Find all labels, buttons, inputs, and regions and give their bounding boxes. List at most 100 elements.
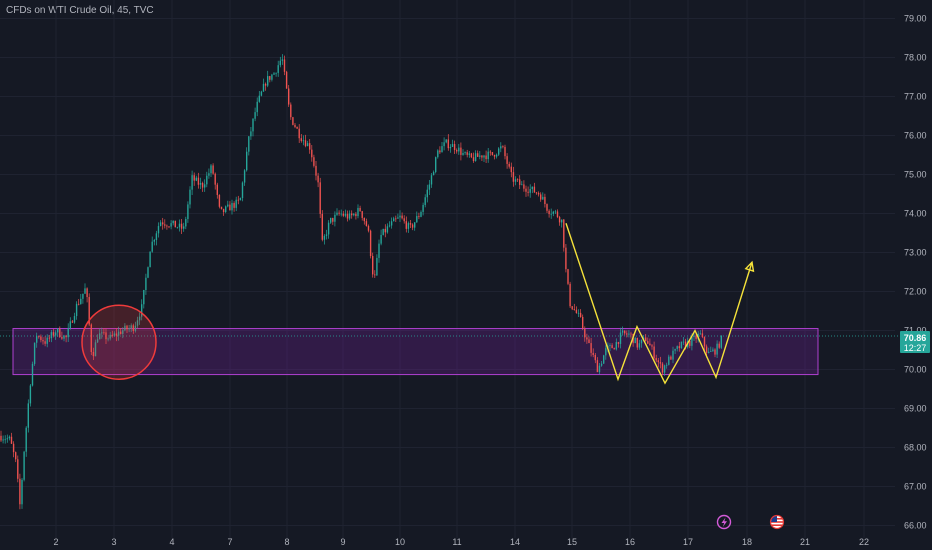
candle-body bbox=[38, 336, 40, 338]
candle-body bbox=[628, 333, 630, 335]
candle-body bbox=[0, 435, 2, 441]
candle-body bbox=[254, 112, 256, 119]
candles-group bbox=[0, 54, 722, 510]
candle-body bbox=[78, 303, 80, 305]
bar-countdown: 12:27 bbox=[904, 343, 927, 353]
candle-body bbox=[71, 321, 74, 323]
candle-body bbox=[531, 186, 533, 189]
candle-body bbox=[325, 234, 328, 236]
candle-body bbox=[624, 330, 626, 334]
candle-body bbox=[115, 333, 118, 336]
candle-body bbox=[609, 345, 611, 347]
candle-body bbox=[512, 172, 515, 182]
candle-body bbox=[155, 233, 158, 241]
time-tick: 9 bbox=[340, 537, 345, 547]
candle-body bbox=[273, 73, 275, 75]
candle-body bbox=[668, 356, 670, 365]
candle-body bbox=[424, 197, 426, 205]
projection-arrowhead bbox=[744, 260, 755, 273]
candle-body bbox=[10, 436, 13, 444]
candle-body bbox=[351, 213, 353, 216]
candle-body bbox=[653, 346, 655, 359]
candle-body bbox=[659, 362, 662, 364]
candle-body bbox=[136, 320, 139, 326]
candle-body bbox=[271, 74, 273, 80]
lightning-icon[interactable] bbox=[716, 514, 732, 530]
candle-body bbox=[367, 226, 370, 231]
price-tick: 79.00 bbox=[904, 14, 927, 24]
candle-body bbox=[712, 349, 714, 352]
candle-body bbox=[113, 333, 116, 336]
time-tick: 21 bbox=[800, 537, 810, 547]
candle-body bbox=[594, 354, 596, 361]
candle-body bbox=[128, 328, 130, 330]
time-axis[interactable]: 2 3 4 7 8 9 10 11 14 15 16 17 18 21 22 bbox=[53, 537, 869, 547]
us-flag-icon[interactable] bbox=[769, 514, 785, 530]
candle-body bbox=[493, 154, 496, 157]
candle-body bbox=[27, 403, 29, 428]
candle-body bbox=[655, 358, 657, 361]
candle-body bbox=[183, 226, 185, 229]
candle-body bbox=[99, 333, 101, 340]
candle-body bbox=[510, 166, 512, 173]
candle-body bbox=[304, 140, 307, 147]
candle-body bbox=[149, 251, 151, 268]
highlight-circle bbox=[81, 304, 157, 380]
candle-body bbox=[529, 188, 531, 193]
candle-body bbox=[31, 363, 34, 386]
candle-body bbox=[306, 143, 309, 147]
candle-body bbox=[542, 196, 544, 200]
candle-body bbox=[451, 144, 454, 147]
price-tick: 75.00 bbox=[904, 170, 927, 180]
candle-body bbox=[401, 215, 403, 219]
candle-body bbox=[382, 228, 384, 235]
candle-body bbox=[430, 175, 433, 185]
candle-body bbox=[319, 182, 321, 214]
candle-body bbox=[372, 256, 374, 275]
candle-body bbox=[246, 151, 248, 171]
candle-body bbox=[332, 217, 334, 222]
candle-body bbox=[258, 95, 260, 102]
time-tick: 17 bbox=[683, 537, 693, 547]
candle-body bbox=[185, 218, 187, 227]
candle-body bbox=[699, 333, 701, 335]
candle-body bbox=[466, 152, 468, 155]
candle-body bbox=[418, 216, 420, 217]
candle-body bbox=[4, 439, 6, 441]
time-tick: 8 bbox=[284, 537, 289, 547]
candle-body bbox=[355, 213, 357, 217]
candle-body bbox=[472, 157, 475, 162]
candle-body bbox=[327, 222, 330, 235]
candle-body bbox=[147, 267, 149, 278]
candle-body bbox=[204, 184, 206, 188]
candle-body bbox=[615, 342, 617, 350]
candle-body bbox=[590, 343, 592, 353]
candle-body bbox=[267, 76, 269, 86]
candle-body bbox=[666, 364, 668, 366]
candle-body bbox=[506, 156, 508, 164]
candle-body bbox=[84, 288, 86, 294]
candle-body bbox=[334, 214, 336, 222]
candle-body bbox=[42, 340, 44, 342]
price-axis[interactable]: 66.00 67.00 68.00 69.00 70.00 71.00 72.00 73.00… bbox=[904, 14, 927, 531]
candle-body bbox=[103, 332, 105, 334]
candle-body bbox=[414, 222, 416, 228]
time-tick: 4 bbox=[169, 537, 174, 547]
candle-body bbox=[439, 150, 441, 153]
candle-body bbox=[227, 204, 229, 207]
candle-body bbox=[460, 147, 462, 155]
candle-body bbox=[67, 328, 69, 338]
candle-body bbox=[283, 59, 286, 72]
candle-body bbox=[395, 218, 397, 220]
price-tick: 76.00 bbox=[904, 131, 927, 141]
candle-body bbox=[88, 297, 90, 325]
candle-body bbox=[344, 213, 347, 216]
candle-body bbox=[508, 163, 510, 167]
price-tick: 72.00 bbox=[904, 287, 927, 297]
price-tick: 69.00 bbox=[904, 404, 927, 414]
candle-body bbox=[300, 138, 302, 141]
candle-body bbox=[46, 337, 48, 344]
candle-body bbox=[537, 193, 540, 195]
